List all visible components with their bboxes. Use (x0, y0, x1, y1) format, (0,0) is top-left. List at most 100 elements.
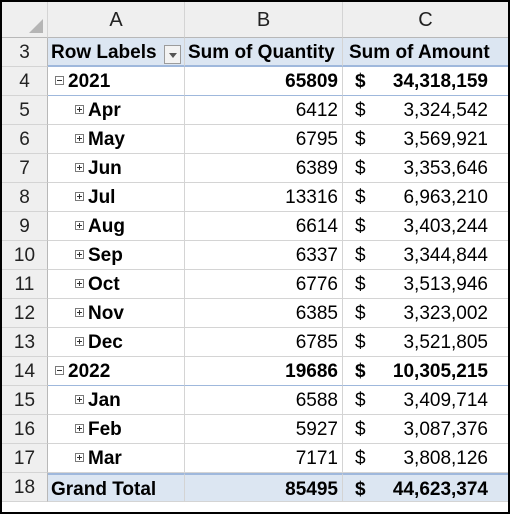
quantity-cell[interactable]: 5927 (185, 415, 343, 444)
grand-total-label-cell[interactable]: Grand Total (48, 473, 185, 502)
quantity-cell[interactable]: 13316 (185, 183, 343, 212)
expand-plus-icon[interactable] (75, 105, 84, 114)
row-number[interactable]: 14 (2, 357, 48, 386)
expand-plus-icon[interactable] (75, 453, 84, 462)
row-number[interactable]: 18 (2, 473, 48, 502)
row-label-cell[interactable]: Aug (48, 212, 185, 241)
expand-plus-icon[interactable] (75, 221, 84, 230)
quantity-cell[interactable]: 7171 (185, 444, 343, 473)
column-header-c[interactable]: C (343, 2, 508, 38)
month-row: 17 Mar 7171 $3,808,126 (2, 444, 508, 473)
select-all-corner[interactable] (2, 2, 48, 38)
quantity-cell[interactable]: 6337 (185, 241, 343, 270)
row-number[interactable]: 3 (2, 38, 48, 67)
row-label-cell[interactable]: Jan (48, 386, 185, 415)
currency-symbol: $ (355, 303, 366, 324)
row-number[interactable]: 8 (2, 183, 48, 212)
row-label-cell[interactable]: Jun (48, 154, 185, 183)
amount-value: 3,513,946 (403, 274, 488, 295)
row-labels-header-cell[interactable]: Row Labels (48, 38, 185, 67)
quantity-cell[interactable]: 6776 (185, 270, 343, 299)
row-number[interactable]: 11 (2, 270, 48, 299)
row-number[interactable]: 13 (2, 328, 48, 357)
expand-plus-icon[interactable] (75, 163, 84, 172)
quantity-cell[interactable]: 65809 (185, 67, 343, 96)
column-header-a[interactable]: A (48, 2, 185, 38)
row-label-cell[interactable]: Jul (48, 183, 185, 212)
collapse-minus-icon[interactable] (55, 76, 64, 85)
month-row: 6 May 6795 $3,569,921 (2, 125, 508, 154)
grand-total-row: 18 Grand Total 85495 $ 44,623,374 (2, 473, 508, 502)
amount-cell[interactable]: $3,521,805 (343, 328, 508, 357)
row-label-cell[interactable]: Oct (48, 270, 185, 299)
quantity-cell[interactable]: 6795 (185, 125, 343, 154)
row-number[interactable]: 15 (2, 386, 48, 415)
expand-plus-icon[interactable] (75, 279, 84, 288)
grand-total-amount-cell[interactable]: $ 44,623,374 (343, 473, 508, 502)
amount-cell[interactable]: $10,305,215 (343, 357, 508, 386)
expand-plus-icon[interactable] (75, 337, 84, 346)
row-number[interactable]: 9 (2, 212, 48, 241)
amount-value: 6,963,210 (403, 187, 488, 208)
quantity-cell[interactable]: 6785 (185, 328, 343, 357)
amount-value: 3,569,921 (403, 129, 488, 150)
row-label: Jun (88, 158, 122, 179)
row-label-cell[interactable]: Feb (48, 415, 185, 444)
row-number[interactable]: 5 (2, 96, 48, 125)
row-number[interactable]: 7 (2, 154, 48, 183)
year-row: 14 2022 19686 $10,305,215 (2, 357, 508, 386)
row-label-cell[interactable]: May (48, 125, 185, 154)
amount-cell[interactable]: $3,323,002 (343, 299, 508, 328)
column-header-b[interactable]: B (185, 2, 343, 38)
expand-plus-icon[interactable] (75, 192, 84, 201)
sum-quantity-header[interactable]: Sum of Quantity (185, 38, 343, 67)
expand-plus-icon[interactable] (75, 395, 84, 404)
row-number[interactable]: 12 (2, 299, 48, 328)
row-label-cell[interactable]: Nov (48, 299, 185, 328)
amount-cell[interactable]: $3,409,714 (343, 386, 508, 415)
row-label-cell[interactable]: Mar (48, 444, 185, 473)
amount-cell[interactable]: $6,963,210 (343, 183, 508, 212)
row-number[interactable]: 17 (2, 444, 48, 473)
quantity-cell[interactable]: 6389 (185, 154, 343, 183)
amount-cell[interactable]: $3,353,646 (343, 154, 508, 183)
amount-value: 3,324,542 (403, 100, 488, 121)
amount-value: 3,403,244 (403, 216, 488, 237)
quantity-cell[interactable]: 6588 (185, 386, 343, 415)
expand-plus-icon[interactable] (75, 134, 84, 143)
amount-cell[interactable]: $3,087,376 (343, 415, 508, 444)
amount-cell[interactable]: $34,318,159 (343, 67, 508, 96)
currency-symbol: $ (355, 129, 366, 150)
currency-symbol: $ (355, 448, 366, 469)
row-number[interactable]: 6 (2, 125, 48, 154)
row-number[interactable]: 4 (2, 67, 48, 96)
amount-cell[interactable]: $3,808,126 (343, 444, 508, 473)
currency-symbol: $ (355, 71, 366, 92)
amount-cell[interactable]: $3,513,946 (343, 270, 508, 299)
sum-amount-header[interactable]: Sum of Amount (343, 38, 508, 67)
amount-cell[interactable]: $3,344,844 (343, 241, 508, 270)
collapse-minus-icon[interactable] (55, 366, 64, 375)
quantity-cell[interactable]: 6412 (185, 96, 343, 125)
amount-cell[interactable]: $3,403,244 (343, 212, 508, 241)
row-number[interactable]: 16 (2, 415, 48, 444)
amount-value: 3,808,126 (403, 448, 488, 469)
quantity-cell[interactable]: 19686 (185, 357, 343, 386)
amount-cell[interactable]: $3,569,921 (343, 125, 508, 154)
grand-total-quantity[interactable]: 85495 (185, 473, 343, 502)
quantity-cell[interactable]: 6614 (185, 212, 343, 241)
row-label-cell[interactable]: Apr (48, 96, 185, 125)
row-label-cell[interactable]: 2022 (48, 357, 185, 386)
amount-cell[interactable]: $3,324,542 (343, 96, 508, 125)
expand-plus-icon[interactable] (75, 250, 84, 259)
expand-plus-icon[interactable] (75, 424, 84, 433)
row-number[interactable]: 10 (2, 241, 48, 270)
month-row: 10 Sep 6337 $3,344,844 (2, 241, 508, 270)
row-label-cell[interactable]: Dec (48, 328, 185, 357)
row-label-cell[interactable]: 2021 (48, 67, 185, 96)
row-label-cell[interactable]: Sep (48, 241, 185, 270)
select-all-triangle-icon (29, 19, 43, 33)
filter-dropdown-icon[interactable] (164, 45, 181, 64)
quantity-cell[interactable]: 6385 (185, 299, 343, 328)
expand-plus-icon[interactable] (75, 308, 84, 317)
